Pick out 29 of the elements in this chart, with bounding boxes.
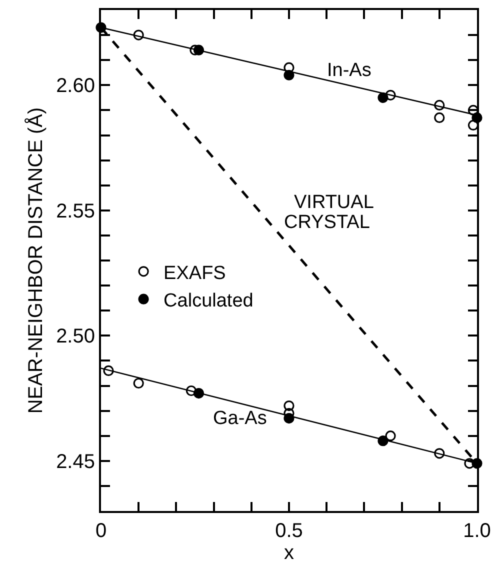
point — [385, 430, 396, 442]
y-tick-label: 2.45 — [56, 450, 95, 473]
annotation: Ga-As — [213, 408, 267, 429]
point — [464, 458, 475, 469]
point — [186, 385, 197, 396]
point — [284, 62, 294, 73]
annotation: CRYSTAL — [284, 212, 370, 233]
point — [434, 448, 445, 459]
point — [133, 30, 144, 40]
annotation: In-As — [327, 60, 372, 81]
point — [284, 400, 294, 412]
point — [385, 90, 396, 100]
legend-label: Calculated — [164, 290, 254, 312]
x-tick-label: 0.5 — [275, 520, 303, 542]
point — [434, 112, 445, 124]
point — [434, 100, 445, 110]
x-tick-label: 0 — [95, 520, 107, 542]
y-tick-label: 2.55 — [56, 200, 95, 222]
y-tick-label: 2.50 — [56, 326, 95, 348]
point — [193, 388, 204, 399]
x-tick-label: 1.0 — [463, 520, 491, 542]
point — [103, 365, 114, 376]
legend-label: EXAFS — [164, 262, 226, 284]
annotation: VIRTUAL — [294, 192, 374, 213]
x-axis-title: x — [284, 542, 294, 564]
point — [133, 378, 144, 389]
y-axis-title: NEAR-NEIGHBOR DISTANCE (Å) — [24, 107, 48, 414]
y-tick-label: 2.60 — [56, 75, 95, 98]
point — [378, 436, 388, 446]
